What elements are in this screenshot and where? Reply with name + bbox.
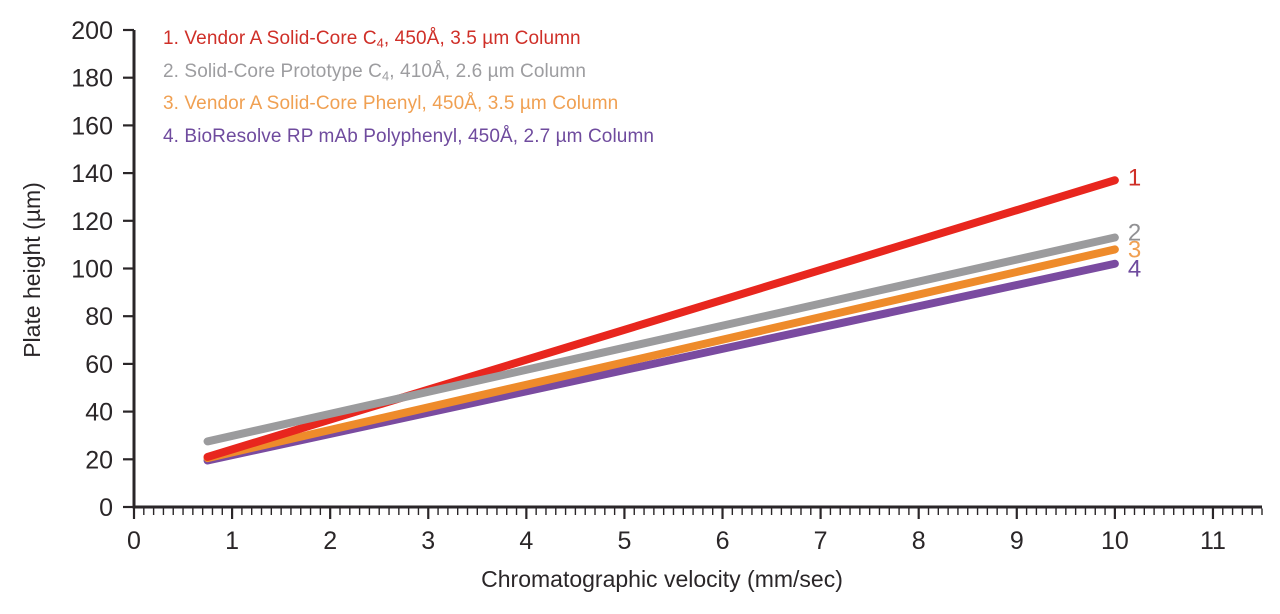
x-tick-label: 7 bbox=[814, 527, 828, 555]
legend-item-2: 2. Solid-Core Prototype C4, 410Å, 2.6 µm… bbox=[163, 61, 587, 84]
y-tick-label: 180 bbox=[71, 65, 113, 93]
x-tick-label: 11 bbox=[1200, 527, 1226, 555]
series-line-2 bbox=[203, 233, 1119, 446]
series-end-label-4: 4 bbox=[1128, 256, 1141, 283]
legend-item-3: 3. Vendor A Solid-Core Phenyl, 450Å, 3.5… bbox=[163, 93, 618, 114]
legend-item-2-text-suffix: , 410Å, 2.6 µm Column bbox=[389, 61, 587, 82]
x-tick-label: 1 bbox=[225, 527, 239, 555]
y-tick-label: 40 bbox=[85, 399, 113, 427]
x-tick-label: 8 bbox=[912, 527, 926, 555]
series-end-labels: 1 234 bbox=[1128, 164, 1141, 282]
x-tick-label: 4 bbox=[519, 527, 533, 555]
y-tick-label: 100 bbox=[71, 256, 113, 284]
axes-layer: 0 1 2 3 4 5 6 7 8 9 10 1102040608010012014016018020… bbox=[71, 17, 1263, 555]
x-tick-label: 2 bbox=[323, 527, 337, 555]
y-tick-label: 60 bbox=[85, 351, 113, 379]
legend-item-1-subscript: 4 bbox=[376, 35, 384, 51]
y-tick-label: 120 bbox=[71, 208, 113, 236]
y-tick-label: 140 bbox=[71, 160, 113, 188]
y-tick-label: 0 bbox=[99, 494, 113, 522]
series-line-3 bbox=[203, 245, 1119, 463]
legend-item-1: 1. Vendor A Solid-Core C4, 450Å, 3.5 µm … bbox=[163, 28, 581, 51]
x-tick-label: 10 bbox=[1101, 527, 1129, 555]
x-tick-label: 9 bbox=[1010, 527, 1024, 555]
legend-item-3-text: 3. Vendor A Solid-Core Phenyl, 450Å, 3.5… bbox=[163, 93, 619, 114]
legend-item-2-subscript: 4 bbox=[382, 68, 390, 84]
series-end-label-3: 3 bbox=[1128, 236, 1141, 263]
series-line-4 bbox=[203, 259, 1119, 465]
y-tick-label: 160 bbox=[71, 112, 113, 140]
x-tick-label: 5 bbox=[617, 527, 631, 555]
x-axis-title: Chromatographic velocity (mm/sec) bbox=[481, 566, 843, 592]
x-tick-label: 0 bbox=[127, 527, 141, 555]
series-end-label-1: 1 bbox=[1128, 164, 1141, 191]
legend-item-1-text: 1. Vendor A Solid-Core C bbox=[163, 28, 377, 49]
y-tick-label: 20 bbox=[85, 446, 113, 474]
x-tick-label: 3 bbox=[421, 527, 435, 555]
legend-item-1-text-suffix: , 450Å, 3.5 µm Column bbox=[383, 28, 581, 49]
legend-item-4: 4. BioResolve RP mAb Polyphenyl, 450Å, 2… bbox=[163, 126, 654, 147]
series-end-label-2: 2 bbox=[1128, 219, 1141, 246]
legend-item-2-text: 2. Solid-Core Prototype C bbox=[163, 61, 382, 82]
series-layer bbox=[203, 176, 1119, 465]
y-axis-title: Plate height (µm) bbox=[19, 182, 45, 358]
x-tick-label: 6 bbox=[716, 527, 730, 555]
y-tick-label: 80 bbox=[85, 303, 113, 331]
series-line-1 bbox=[203, 176, 1119, 461]
legend-item-4-text: 4. BioResolve RP mAb Polyphenyl, 450Å, 2… bbox=[163, 126, 655, 147]
y-tick-label: 200 bbox=[71, 17, 113, 45]
